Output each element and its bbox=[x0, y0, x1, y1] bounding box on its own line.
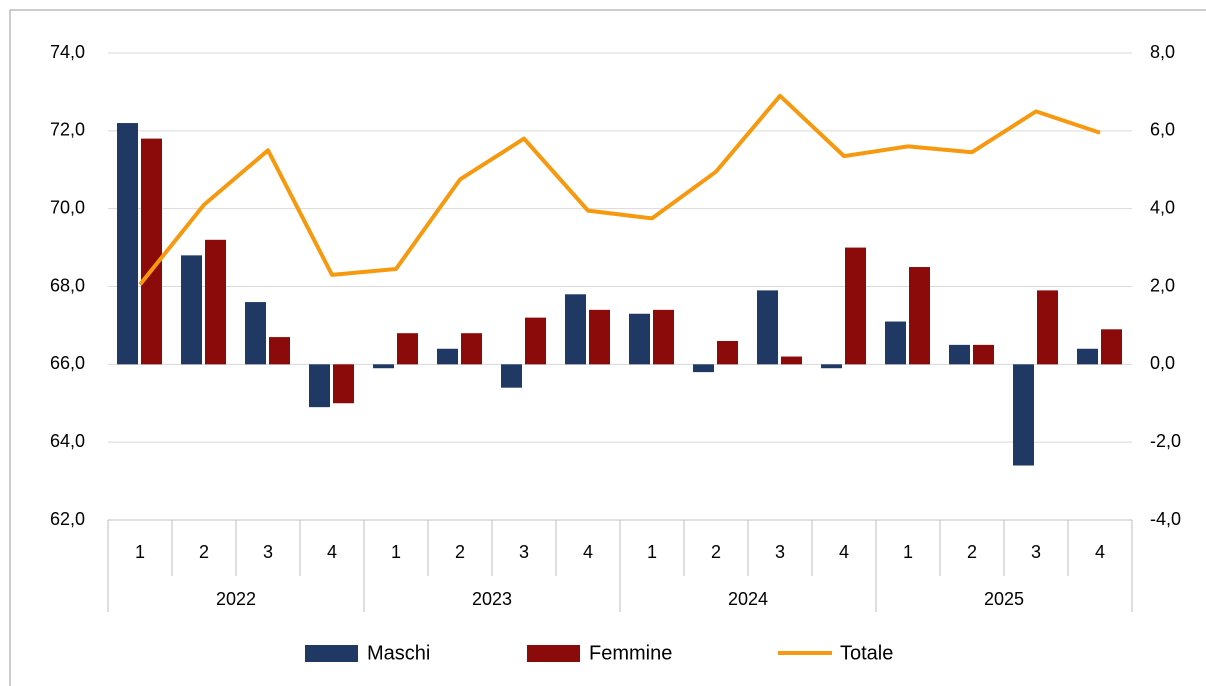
legend-swatch bbox=[305, 645, 358, 662]
x-tick-label: 1 bbox=[391, 542, 401, 562]
bar bbox=[845, 247, 866, 365]
bar bbox=[1077, 348, 1098, 365]
bar bbox=[269, 337, 290, 365]
x-tick-label: 4 bbox=[327, 542, 337, 562]
y-tick-label: 66,0 bbox=[50, 353, 85, 373]
bar bbox=[909, 267, 930, 365]
legend-label: Totale bbox=[840, 642, 893, 664]
x-tick-label: 2 bbox=[199, 542, 209, 562]
bar bbox=[141, 138, 162, 365]
bar bbox=[309, 364, 330, 408]
bar bbox=[653, 309, 674, 365]
bar bbox=[821, 364, 842, 369]
x-tick-label: 1 bbox=[903, 542, 913, 562]
x-group-label: 2025 bbox=[984, 589, 1024, 609]
y2-tick-label: -4,0 bbox=[1150, 509, 1181, 529]
bar bbox=[589, 309, 610, 365]
bar bbox=[1013, 364, 1034, 466]
x-tick-label: 3 bbox=[519, 542, 529, 562]
y2-tick-label: -2,0 bbox=[1150, 431, 1181, 451]
x-group-label: 2023 bbox=[472, 589, 512, 609]
bar bbox=[693, 364, 714, 373]
bar bbox=[437, 348, 458, 365]
bar bbox=[501, 364, 522, 388]
bar bbox=[117, 123, 138, 365]
bar bbox=[629, 313, 650, 365]
y-tick-label: 70,0 bbox=[50, 197, 85, 217]
legend-label: Maschi bbox=[367, 642, 430, 664]
x-group-label: 2024 bbox=[728, 589, 768, 609]
x-tick-label: 3 bbox=[1031, 542, 1041, 562]
bar bbox=[1101, 329, 1122, 365]
x-tick-label: 4 bbox=[583, 542, 593, 562]
bar bbox=[461, 333, 482, 365]
bar bbox=[525, 317, 546, 365]
y-tick-label: 62,0 bbox=[50, 509, 85, 529]
legend-swatch bbox=[527, 645, 580, 662]
bar bbox=[245, 302, 266, 365]
bar bbox=[181, 255, 202, 365]
bar bbox=[885, 321, 906, 365]
y2-tick-label: 2,0 bbox=[1150, 275, 1175, 295]
bar bbox=[397, 333, 418, 365]
x-group-label: 2022 bbox=[216, 589, 256, 609]
x-tick-label: 4 bbox=[1095, 542, 1105, 562]
bar bbox=[565, 294, 586, 365]
bar bbox=[205, 239, 226, 365]
bar bbox=[757, 290, 778, 365]
x-tick-label: 2 bbox=[455, 542, 465, 562]
y-tick-label: 72,0 bbox=[50, 120, 85, 140]
bar bbox=[973, 344, 994, 365]
legend-label: Femmine bbox=[589, 642, 672, 664]
y2-tick-label: 0,0 bbox=[1150, 353, 1175, 373]
y-tick-label: 64,0 bbox=[50, 431, 85, 451]
y2-tick-label: 6,0 bbox=[1150, 120, 1175, 140]
y-tick-label: 68,0 bbox=[50, 275, 85, 295]
y2-tick-label: 4,0 bbox=[1150, 197, 1175, 217]
bar bbox=[949, 344, 970, 365]
bar bbox=[333, 364, 354, 404]
bar bbox=[1037, 290, 1058, 365]
x-tick-label: 1 bbox=[647, 542, 657, 562]
bar bbox=[781, 356, 802, 365]
x-tick-label: 3 bbox=[263, 542, 273, 562]
y-tick-label: 74,0 bbox=[50, 42, 85, 62]
x-tick-label: 4 bbox=[839, 542, 849, 562]
x-tick-label: 2 bbox=[967, 542, 977, 562]
bar bbox=[717, 340, 738, 365]
y2-tick-label: 8,0 bbox=[1150, 42, 1175, 62]
x-tick-label: 3 bbox=[775, 542, 785, 562]
x-tick-label: 2 bbox=[711, 542, 721, 562]
line bbox=[138, 93, 1101, 286]
x-tick-label: 1 bbox=[135, 542, 145, 562]
bar bbox=[373, 364, 394, 369]
